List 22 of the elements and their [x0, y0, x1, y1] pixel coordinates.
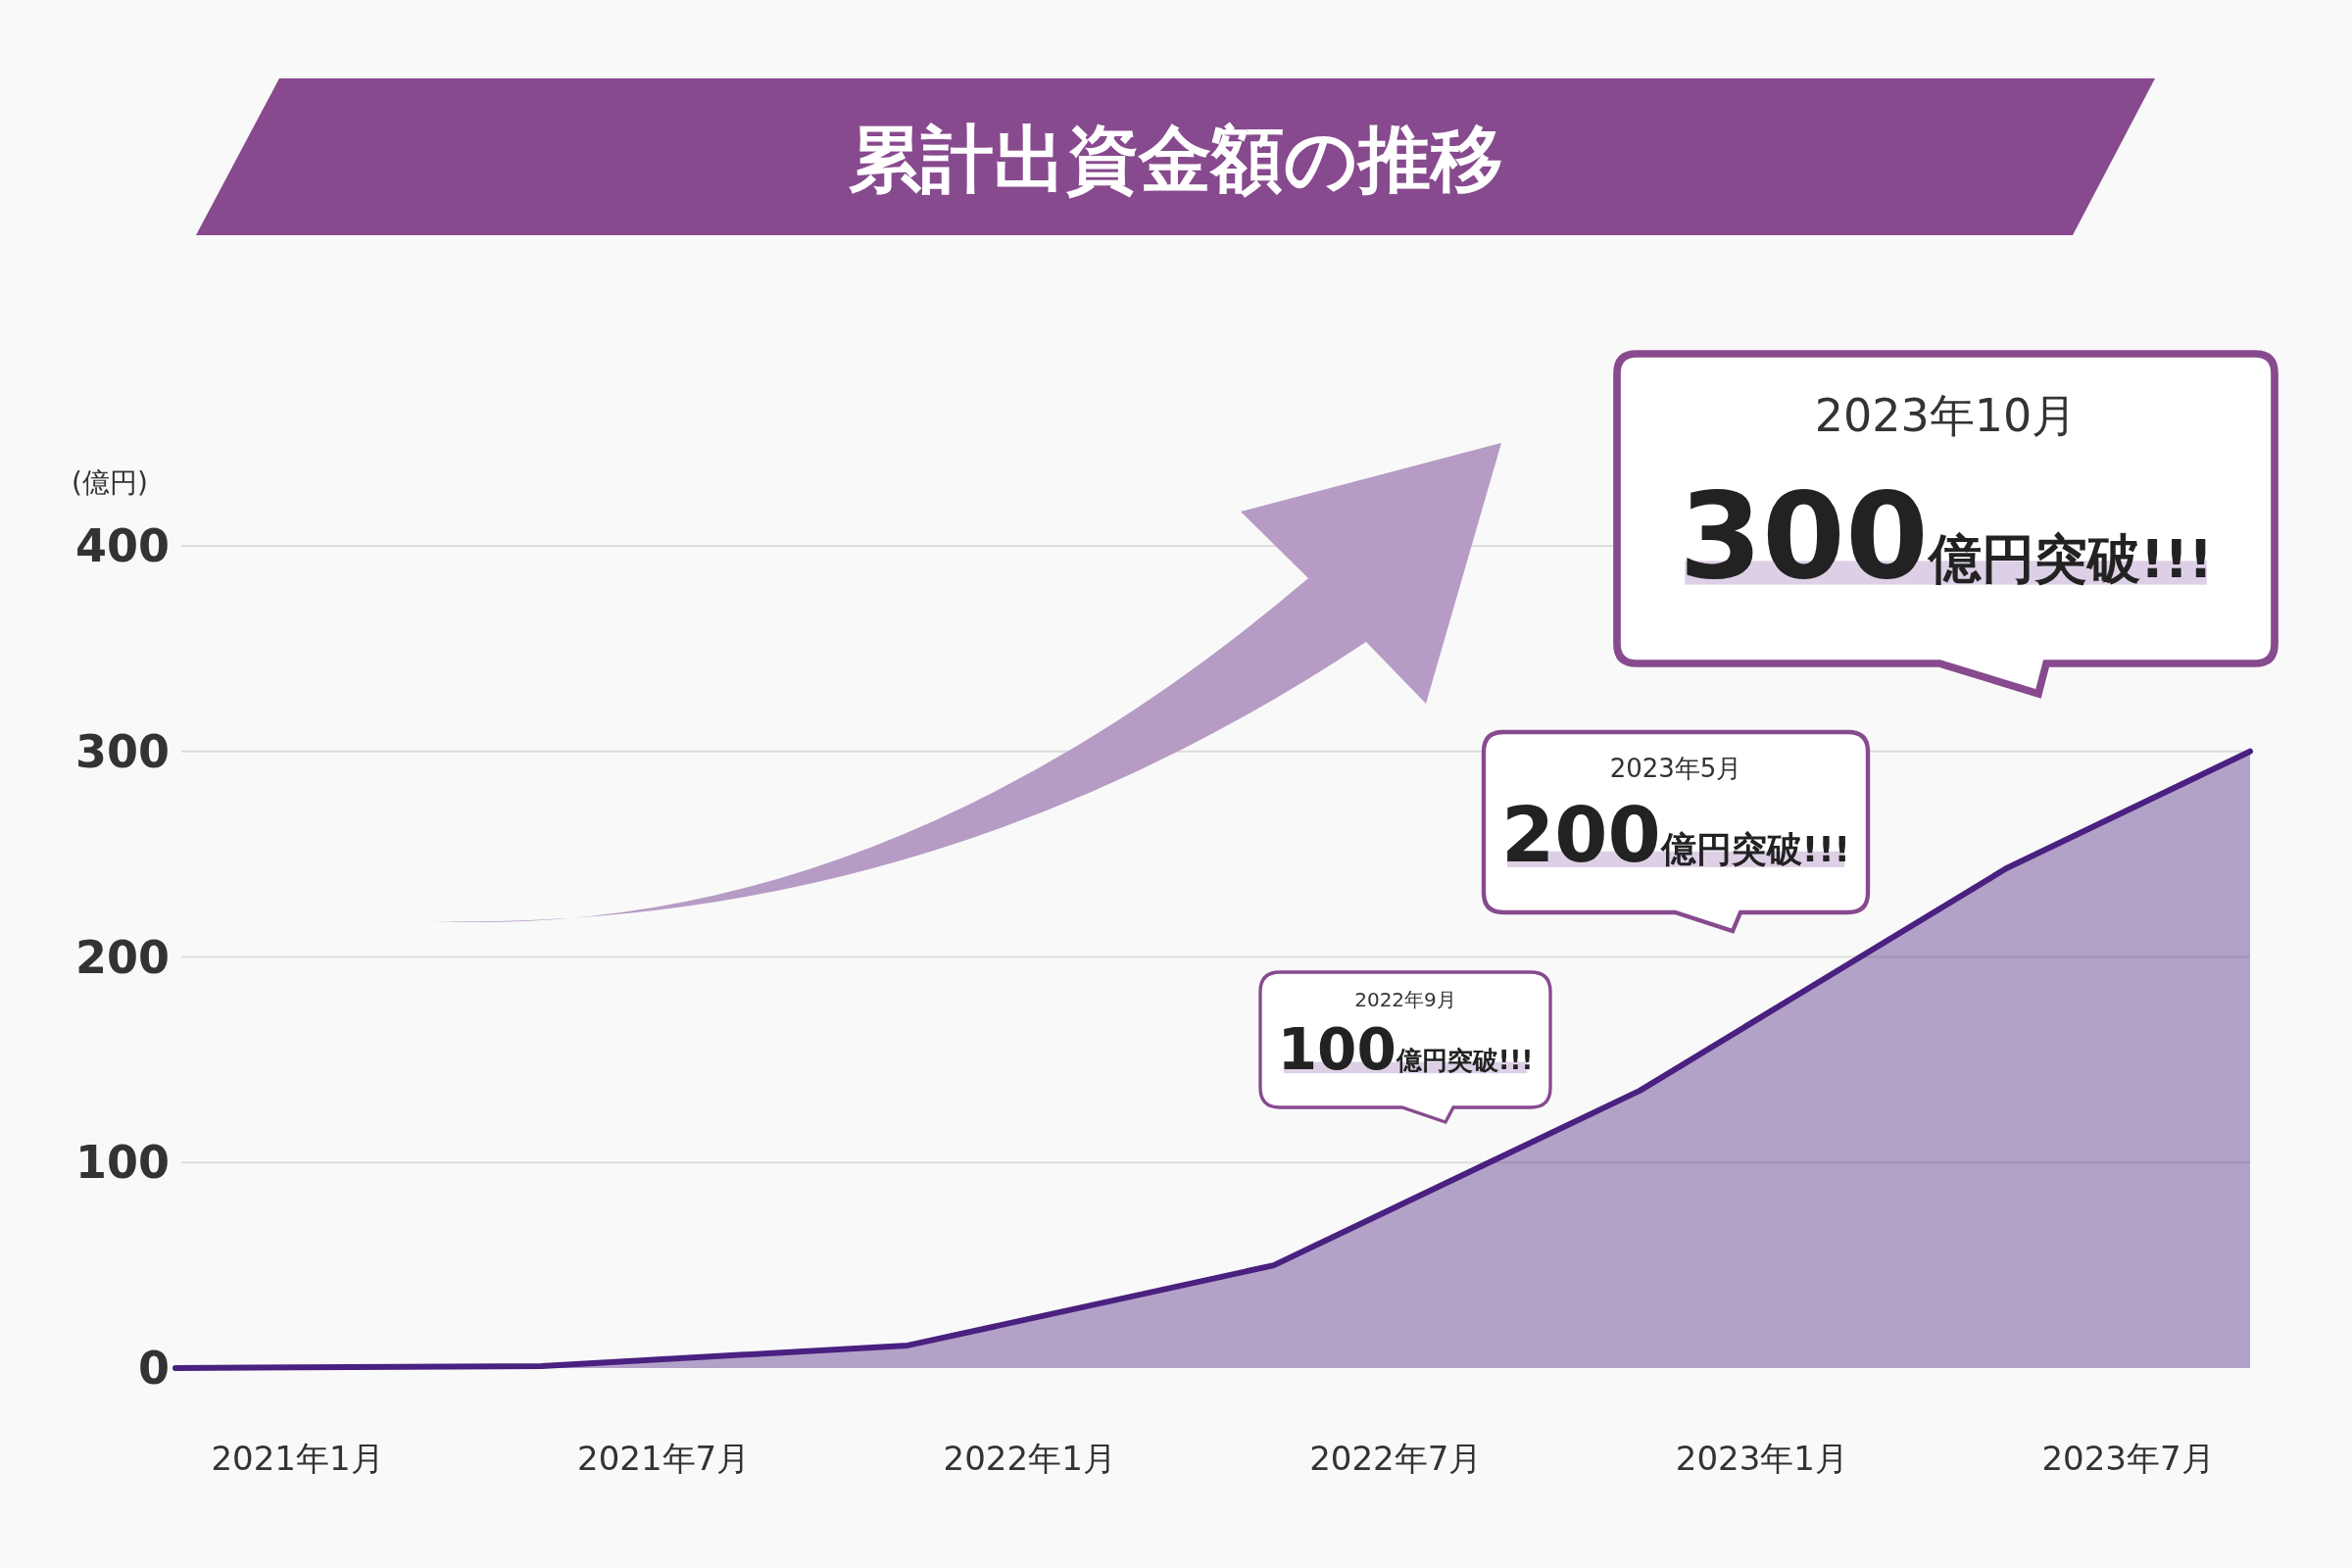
y-tick-label: 100: [74, 1136, 170, 1190]
y-axis-title: (億円): [72, 466, 148, 499]
callout: 2023年10月 300億円突破!!!: [1613, 350, 2278, 698]
annotation: 100億円突破!!!: [1277, 1016, 1534, 1084]
x-tick-label: 2021年1月: [211, 1439, 384, 1478]
y-tick-label: 0: [137, 1342, 170, 1395]
x-tick-label: 2023年1月: [1675, 1439, 1848, 1478]
y-tick-label: 300: [74, 724, 170, 778]
y-tick-label: 400: [74, 519, 170, 572]
callout: 2022年9月 100億円突破!!!: [1258, 970, 1552, 1124]
annotation: 200億円突破!!!: [1500, 791, 1851, 880]
x-tick-label: 2021年7月: [577, 1439, 751, 1478]
annotation: 2022年9月: [1354, 987, 1456, 1011]
x-tick-label: 2022年7月: [1309, 1439, 1483, 1478]
callout: 2023年5月 200億円突破!!!: [1481, 729, 1871, 934]
x-tick-label: 2023年7月: [2041, 1439, 2215, 1478]
title: 累計出資金額の推移: [196, 78, 2155, 235]
annotation: 2023年5月: [1609, 754, 1742, 783]
y-tick-label: 200: [74, 930, 170, 984]
x-tick-label: 2022年1月: [943, 1439, 1116, 1478]
annotation: 300億円突破!!!: [1679, 466, 2213, 606]
chart-title: 累計出資金額の推移: [849, 117, 1503, 201]
